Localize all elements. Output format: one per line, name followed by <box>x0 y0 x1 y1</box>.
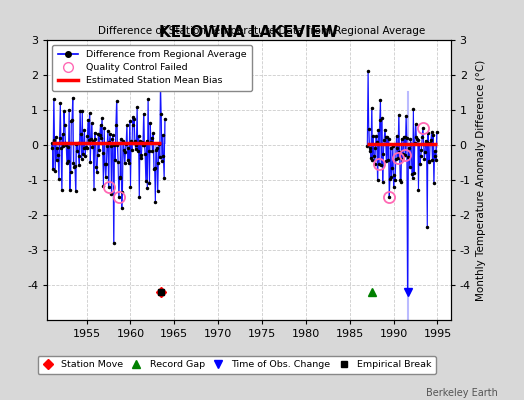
Title: KELOWNA LAKEVIEW: KELOWNA LAKEVIEW <box>159 25 339 40</box>
Text: Difference of Station Temperature Data from Regional Average: Difference of Station Temperature Data f… <box>99 26 425 36</box>
Text: Berkeley Earth: Berkeley Earth <box>426 388 498 398</box>
Y-axis label: Monthly Temperature Anomaly Difference (°C): Monthly Temperature Anomaly Difference (… <box>476 59 486 301</box>
Legend: Station Move, Record Gap, Time of Obs. Change, Empirical Break: Station Move, Record Gap, Time of Obs. C… <box>38 356 436 374</box>
